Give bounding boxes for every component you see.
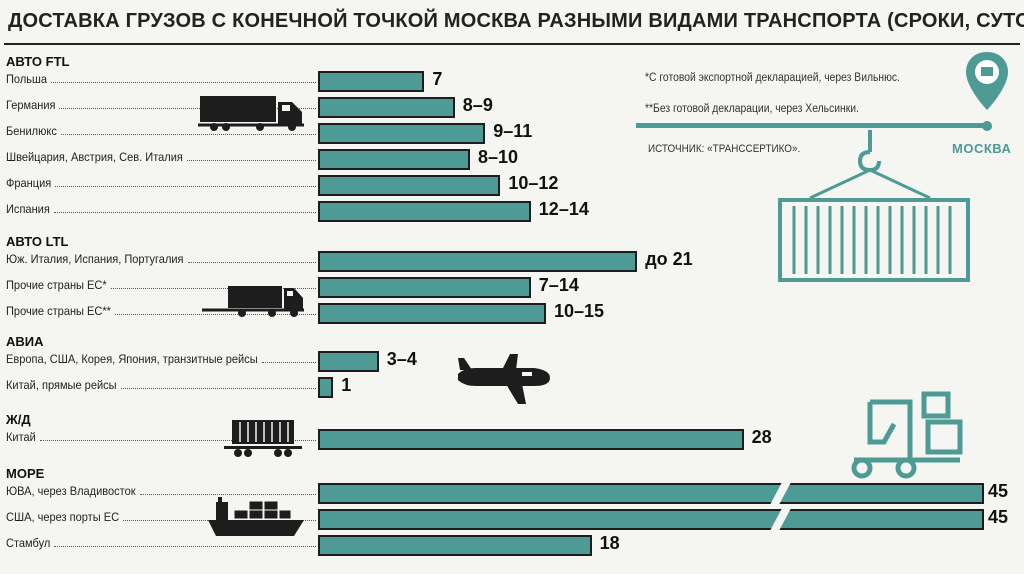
row-label: Прочие страны ЕС** (6, 304, 111, 318)
dotted-leader (261, 362, 316, 363)
dotted-leader (39, 440, 316, 441)
dotted-leader (110, 288, 316, 289)
chart-title: ДОСТАВКА ГРУЗОВ С КОНЕЧНОЙ ТОЧКОЙ МОСКВА… (8, 10, 1024, 32)
truck-icon (198, 96, 304, 131)
dotted-leader (187, 262, 316, 263)
bar (318, 303, 546, 324)
group-heading: АВТО FTL (6, 54, 70, 69)
group-heading: МОРЕ (6, 466, 45, 481)
row-label: Юж. Италия, Испания, Португалия (6, 252, 184, 266)
dotted-leader (114, 314, 316, 315)
data-label: 45 (988, 507, 1009, 527)
bar (318, 509, 984, 530)
airplane-icon (458, 354, 550, 404)
data-label: 10–15 (554, 301, 605, 321)
data-label: 8–9 (462, 95, 493, 115)
row-label: Испания (6, 202, 50, 216)
data-label: до 21 (645, 249, 693, 269)
ship-icon (208, 497, 304, 536)
bar (318, 251, 638, 272)
footnote-single-star: *С готовой экспортной декларацией, через… (645, 72, 900, 84)
data-label: 12–14 (538, 199, 589, 219)
railcar-icon (224, 420, 302, 457)
dotted-leader (54, 546, 316, 547)
bar (318, 483, 984, 504)
row-label: Европа, США, Корея, Япония, транзитные р… (6, 352, 258, 366)
data-label: 28 (751, 427, 772, 447)
footnote-double-star: **Без готовой декларации, через Хельсинк… (645, 103, 859, 115)
dotted-leader (59, 108, 316, 109)
truck-small-icon (202, 286, 304, 317)
row-label: США, через порты ЕС (6, 510, 120, 524)
row-label: ЮВА, через Владивосток (6, 484, 136, 498)
group-heading: АВИА (6, 334, 44, 349)
bar (318, 277, 531, 298)
dotted-leader (55, 186, 316, 187)
bar (318, 97, 455, 118)
row-label: Польша (6, 72, 48, 86)
bar (318, 123, 486, 144)
data-label: 18 (599, 533, 620, 553)
row-label: Прочие страны ЕС* (6, 278, 107, 292)
row-label: Китай (6, 430, 36, 444)
row-label: Германия (6, 98, 56, 112)
row-label: Бенилюкс (6, 124, 57, 138)
bar (318, 535, 592, 556)
data-label: 45 (988, 481, 1009, 501)
source-note: ИСТОЧНИК: «ТРАНССЕРТИКО». (648, 143, 801, 155)
city-label: МОСКВА (952, 141, 1012, 156)
bar (318, 377, 334, 398)
row-label: Стамбул (6, 536, 51, 550)
bar (318, 149, 470, 170)
route-line (636, 123, 986, 128)
row-label: Швейцария, Австрия, Сев. Италия (6, 150, 183, 164)
bar (318, 71, 425, 92)
data-label: 1 (341, 375, 352, 395)
dotted-leader (139, 494, 316, 495)
dotted-leader (186, 160, 316, 161)
data-label: 7 (432, 69, 443, 89)
container-crane-icon (778, 130, 970, 282)
dotted-leader (51, 82, 316, 83)
group-heading: Ж/Д (6, 412, 31, 427)
dotted-leader (53, 212, 316, 213)
location-pin-icon (966, 52, 1008, 131)
data-label: 3–4 (386, 349, 417, 369)
group-heading: АВТО LTL (6, 234, 69, 249)
title-divider (4, 43, 1020, 45)
row-label: Китай, прямые рейсы (6, 378, 117, 392)
data-label: 8–10 (478, 147, 519, 167)
bar (318, 175, 501, 196)
data-label: 9–11 (493, 121, 533, 141)
forklift-icon (851, 391, 963, 479)
data-label: 10–12 (508, 173, 559, 193)
row-label: Франция (6, 176, 52, 190)
data-label: 7–14 (538, 275, 579, 295)
bar (318, 351, 379, 372)
dotted-leader (120, 388, 316, 389)
dotted-leader (60, 134, 316, 135)
bar (318, 429, 744, 450)
bar (318, 201, 531, 222)
